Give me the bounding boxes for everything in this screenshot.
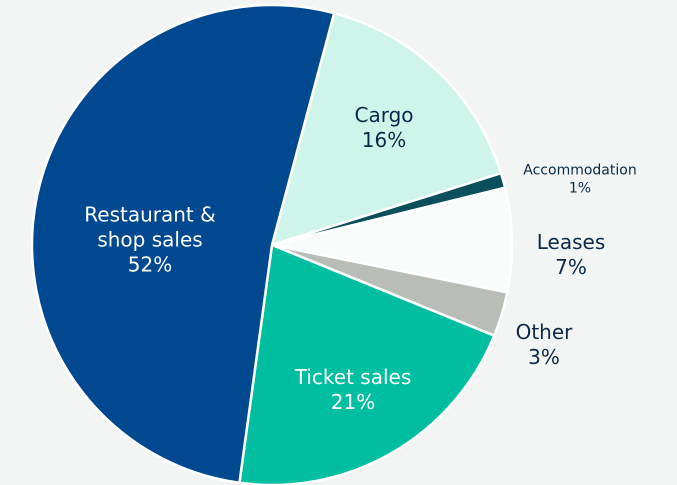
value-label: 52%	[127, 252, 173, 277]
value-label: 1%	[568, 180, 592, 196]
slice-label: Cargo 16%	[324, 103, 444, 153]
slice-label: Restaurant & shop sales 52%	[65, 203, 235, 278]
slice	[30, 3, 336, 485]
value-label: 7%	[555, 255, 587, 279]
category-label: Restaurant & shop sales	[84, 202, 216, 252]
value-label: 21%	[330, 390, 376, 414]
value-label: 16%	[361, 128, 407, 152]
category-label: Other	[515, 320, 573, 344]
category-label: Leases	[536, 230, 606, 254]
slice-label: Accommodation 1%	[510, 163, 650, 198]
category-label: Cargo	[354, 103, 414, 127]
slice	[270, 11, 503, 247]
category-label: Ticket sales	[294, 365, 412, 389]
slice-label: Leases 7%	[521, 230, 621, 280]
slice-label: Other 3%	[494, 320, 594, 370]
slice-label: Ticket sales 21%	[273, 365, 433, 415]
slice	[270, 186, 514, 294]
value-label: 3%	[528, 345, 560, 369]
category-label: Accommodation	[523, 162, 637, 179]
